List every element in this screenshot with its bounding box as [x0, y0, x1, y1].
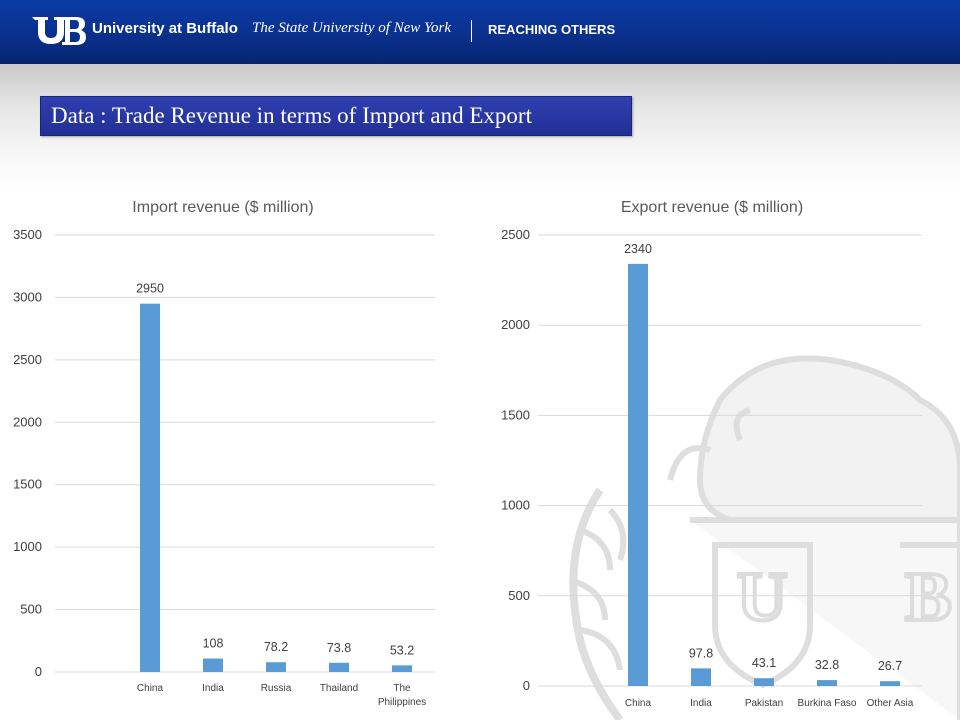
ub-logo-icon: [32, 17, 86, 45]
export-data-label: 43.1: [752, 656, 776, 670]
import-data-label: 2950: [136, 282, 164, 296]
import-bar: [392, 665, 412, 672]
header-bar: University at Buffalo The State Universi…: [0, 0, 960, 64]
export-category-label: Pakistan: [745, 698, 783, 709]
export-bar: [628, 263, 648, 686]
export-y-tick-label: 0: [523, 678, 530, 693]
export-category-label: India: [690, 698, 712, 709]
export-y-tick-label: 1500: [501, 407, 530, 422]
import-chart-title: Import revenue ($ million): [132, 199, 313, 216]
export-category-label: China: [625, 698, 652, 709]
import-category-label: Russia: [261, 683, 292, 694]
export-y-tick-label: 2000: [501, 317, 530, 332]
export-data-label: 2340: [624, 242, 652, 256]
import-y-tick-label: 2000: [13, 414, 42, 429]
import-y-tick-label: 2500: [13, 352, 42, 367]
export-data-label: 97.8: [689, 646, 713, 660]
import-y-tick-label: 1000: [13, 539, 42, 554]
export-chart-title: Export revenue ($ million): [621, 199, 803, 216]
university-subtitle: The State University of New York: [252, 20, 452, 36]
tagline: REACHING OTHERS: [488, 22, 616, 37]
import-bar: [329, 662, 349, 672]
export-y-tick-label: 500: [508, 588, 530, 603]
export-y-tick-label: 2500: [501, 227, 530, 242]
export-category-label: Other Asia: [867, 698, 914, 709]
import-y-tick-label: 500: [20, 602, 42, 617]
university-name: University at Buffalo: [92, 20, 238, 37]
import-data-label: 53.2: [390, 643, 414, 657]
export-bar: [754, 678, 774, 686]
import-y-tick-label: 0: [35, 664, 42, 679]
import-bar: [140, 303, 160, 672]
import-category-label: China: [137, 683, 164, 694]
import-category-label: The Philippines: [378, 683, 426, 708]
import-y-tick-label: 3500: [13, 227, 42, 242]
svg-text:B: B: [905, 559, 952, 636]
export-data-label: 26.7: [878, 659, 902, 673]
import-data-label: 73.8: [327, 641, 351, 655]
import-bar: [266, 662, 286, 672]
export-category-label: Burkina Faso: [798, 698, 857, 709]
import-category-label: India: [202, 683, 224, 694]
export-bar: [691, 668, 711, 686]
import-y-tick-label: 1500: [13, 477, 42, 492]
buffalo-seal-icon: U B: [569, 355, 960, 720]
slide-title: Data : Trade Revenue in terms of Import …: [40, 96, 632, 136]
svg-text:U: U: [737, 559, 788, 636]
trade-revenue-charts: Import revenue ($ million) 0 500 1000 1500 20…: [13, 199, 922, 709]
import-data-label: 78.2: [264, 640, 288, 654]
export-data-label: 32.8: [815, 658, 839, 672]
import-bar: [203, 658, 223, 672]
import-y-tick-label: 3000: [13, 289, 42, 304]
import-data-label: 108: [203, 637, 224, 651]
export-bar: [880, 681, 900, 686]
export-bar: [817, 680, 837, 686]
export-y-tick-label: 1000: [501, 498, 530, 513]
header-divider: [471, 20, 472, 42]
import-category-label: Thailand: [320, 683, 358, 694]
